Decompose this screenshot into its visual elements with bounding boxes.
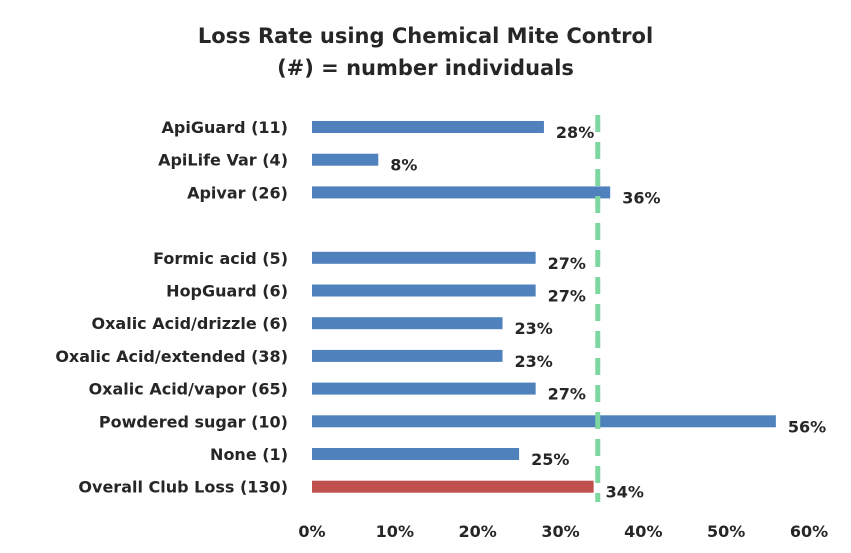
data-label: 25% (531, 450, 569, 469)
category-label: ApiLife Var (4) (158, 151, 288, 170)
bars-layer (312, 121, 776, 493)
category-label: Powdered sugar (10) (99, 412, 288, 431)
bar (312, 480, 594, 493)
category-label: None (1) (210, 445, 288, 464)
bar (312, 284, 536, 297)
bar (312, 415, 776, 428)
x-tick-label: 50% (707, 522, 745, 541)
x-tick-label: 40% (624, 522, 662, 541)
labels-layer: ApiGuard (11) 28% ApiLife Var (4) 8% Apivar … (55, 118, 826, 502)
bar (312, 251, 536, 264)
data-label: 28% (556, 123, 594, 142)
data-label: 56% (788, 417, 826, 436)
x-axis: 0% 10% 20% 30% 40% 50% 60% (298, 522, 828, 541)
bar (312, 153, 379, 166)
data-label: 34% (606, 483, 644, 502)
bar (312, 121, 544, 133)
chart-title: Loss Rate using Chemical Mite Control (#… (0, 20, 851, 84)
bar (312, 186, 611, 199)
x-tick-label: 0% (298, 522, 325, 541)
category-label: HopGuard (6) (166, 282, 288, 301)
category-label: Oxalic Acid/drizzle (6) (91, 314, 288, 333)
category-label: Formic acid (5) (153, 249, 288, 268)
data-label: 8% (390, 156, 417, 175)
bar (312, 382, 536, 395)
category-label: ApiGuard (11) (162, 118, 288, 137)
category-label: Oxalic Acid/vapor (65) (89, 380, 288, 399)
x-tick-label: 60% (790, 522, 828, 541)
category-label: Overall Club Loss (130) (78, 478, 288, 497)
bar (312, 317, 503, 330)
x-tick-label: 20% (459, 522, 497, 541)
data-label: 27% (548, 254, 586, 273)
x-tick-label: 30% (541, 522, 579, 541)
data-label: 23% (515, 319, 553, 338)
category-label: Apivar (26) (187, 183, 288, 202)
data-label: 23% (515, 352, 553, 371)
data-label: 27% (548, 385, 586, 404)
chart-title-line: Loss Rate using Chemical Mite Control (197, 24, 654, 48)
bar (312, 349, 503, 362)
data-label: 27% (548, 287, 586, 306)
bar (312, 448, 520, 460)
data-label: 36% (622, 188, 660, 207)
chart-subtitle-line: (#) = number individuals (277, 56, 574, 80)
category-label: Oxalic Acid/extended (38) (55, 347, 288, 366)
x-tick-label: 10% (376, 522, 414, 541)
